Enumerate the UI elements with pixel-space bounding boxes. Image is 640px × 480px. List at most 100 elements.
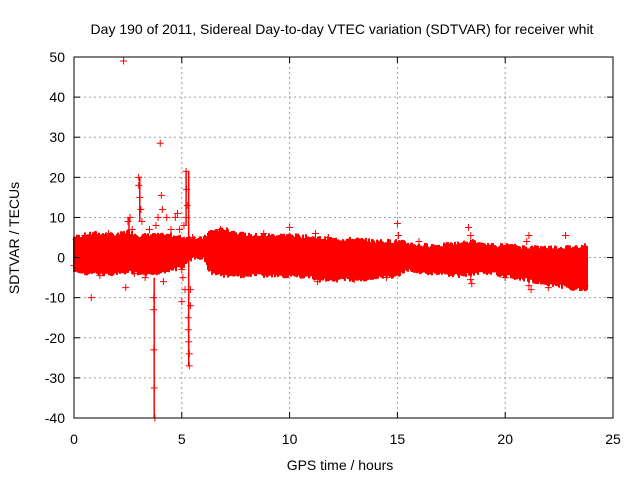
data-point [577, 284, 585, 292]
data-point [141, 274, 149, 282]
data-point [124, 217, 132, 225]
data-point [467, 231, 475, 239]
data-point [383, 274, 391, 282]
data-point [120, 57, 128, 65]
y-tick-label: 50 [49, 49, 65, 65]
chart-title: Day 190 of 2011, Sidereal Day-to-day VTE… [91, 21, 594, 37]
data-point [150, 346, 158, 354]
data-band-layer [73, 171, 588, 418]
data-point [316, 276, 324, 284]
data-point [104, 229, 112, 237]
data-point [566, 278, 574, 286]
data-point [163, 213, 171, 221]
y-tick-label: 30 [49, 129, 65, 145]
data-point [467, 276, 475, 284]
data-point [286, 223, 294, 231]
data-point [122, 284, 130, 292]
data-point [186, 302, 194, 310]
x-tick-label: 20 [497, 431, 513, 447]
data-point [167, 225, 175, 233]
data-point [183, 185, 191, 193]
data-point [527, 286, 535, 294]
x-axis-ticks: 0 5 10 15 20 25 [70, 57, 621, 447]
data-point [260, 229, 268, 237]
data-point [185, 350, 193, 358]
data-point [135, 266, 143, 274]
x-tick-label: 25 [605, 431, 621, 447]
y-tick-label: 0 [57, 250, 65, 266]
data-point [311, 229, 319, 237]
x-tick-label: 5 [178, 431, 186, 447]
data-point [117, 240, 125, 248]
data-point [182, 213, 190, 221]
data-point [176, 225, 184, 233]
data-point [135, 173, 143, 181]
data-point [171, 213, 179, 221]
data-point [394, 231, 402, 239]
data-point [324, 234, 332, 241]
y-tick-label: 40 [49, 89, 65, 105]
y-axis-label: SDTVAR / TECUs [6, 182, 22, 294]
outlier-layer [70, 57, 589, 422]
x-axis-label: GPS time / hours [287, 457, 394, 473]
data-point [173, 209, 181, 217]
data-point [185, 362, 193, 370]
data-point [183, 201, 191, 209]
y-tick-label: -20 [45, 330, 65, 346]
data-point [562, 231, 570, 239]
plot-frame [73, 56, 614, 419]
data-point [150, 294, 158, 302]
data-point [81, 231, 89, 239]
x-tick-label: 0 [70, 431, 78, 447]
data-point [581, 282, 589, 290]
data-point [150, 306, 158, 314]
data-point [158, 205, 166, 213]
data-point [182, 167, 190, 175]
data-point [178, 298, 186, 306]
data-point [138, 217, 146, 225]
y-tick-label: -40 [45, 410, 65, 426]
data-point [415, 238, 423, 246]
data-point [150, 384, 158, 392]
data-point [87, 294, 95, 302]
data-point [350, 276, 358, 284]
data-point [393, 219, 401, 227]
data-point [465, 223, 473, 231]
data-point [544, 284, 552, 292]
data-point [186, 286, 194, 294]
data-point [296, 270, 304, 278]
data-point [445, 270, 453, 278]
data-point [179, 274, 187, 282]
data-point [135, 181, 143, 189]
data-point [468, 280, 476, 288]
data-point [130, 270, 138, 278]
data-point [152, 221, 160, 229]
data-point [180, 221, 188, 229]
data-point [159, 278, 167, 286]
data-point [148, 266, 156, 274]
data-point [523, 238, 531, 246]
x-tick-label: 15 [390, 431, 406, 447]
y-tick-label: -30 [45, 370, 65, 386]
data-point [128, 225, 136, 233]
data-point [501, 274, 509, 282]
y-tick-label: 10 [49, 209, 65, 225]
data-point [525, 282, 533, 290]
y-tick-label: -10 [45, 290, 65, 306]
data-point [199, 236, 207, 244]
data-point [184, 314, 192, 322]
data-point [137, 205, 145, 213]
y-axis-ticks: -40 -30 -20 -10 0 10 20 30 40 50 [45, 49, 613, 426]
data-point [189, 234, 197, 241]
data-point [154, 213, 162, 221]
data-point [157, 191, 165, 199]
data-point [126, 213, 134, 221]
data-point [185, 338, 193, 346]
data-point [136, 193, 144, 201]
data-point [156, 139, 164, 147]
data-point [184, 326, 192, 334]
data-point [525, 231, 533, 239]
x-tick-label: 10 [282, 431, 298, 447]
y-tick-label: 20 [49, 169, 65, 185]
